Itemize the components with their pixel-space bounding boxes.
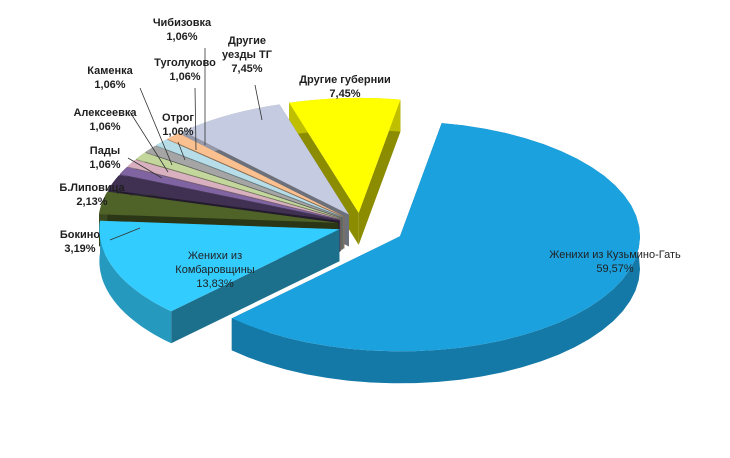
slice-label: Другие уезды ТГ 7,45%	[212, 34, 282, 76]
slice	[136, 152, 342, 219]
slice-name: Чибизовка	[152, 17, 212, 29]
slice	[108, 175, 340, 221]
slice	[119, 167, 341, 220]
slice-name: Бокино	[59, 229, 101, 241]
slice-value: 7,45%	[231, 63, 263, 75]
slice-label: Каменка 1,06%	[80, 64, 140, 92]
slice-label: Чибизовка 1,06%	[147, 16, 217, 44]
slice-name: Туголуково	[154, 57, 216, 69]
slice-value: 1,06%	[166, 31, 198, 43]
slice-label: Женихи из Комбаровщины 13,83%	[160, 249, 270, 291]
slice-value: 3,19%	[64, 243, 96, 255]
slice-value: 1,06%	[94, 79, 126, 91]
slice-value: 1,06%	[89, 121, 121, 133]
slice-name: Пады	[89, 145, 121, 157]
slice-name: Алексеевка	[73, 107, 137, 119]
slice-name: Другие уезды ТГ	[222, 35, 272, 61]
slice-value: 1,06%	[169, 71, 201, 83]
slice-side	[99, 220, 172, 344]
slice-value: 59,57%	[596, 263, 634, 275]
slice-label: Бокино 3,19%	[50, 228, 110, 256]
slice-side	[358, 99, 401, 245]
slice-side	[231, 123, 641, 384]
slice-value: 1,06%	[162, 126, 194, 138]
slice-name: Женихи из Кузьмино-Гать	[549, 249, 681, 261]
slice-label: Другие губернии 7,45%	[290, 73, 400, 101]
leader-line	[129, 111, 169, 173]
slice	[127, 159, 341, 220]
slice-name: Другие губернии	[299, 74, 391, 86]
leader-line	[139, 87, 173, 166]
slice	[156, 139, 344, 218]
slice-name: Отрог	[162, 112, 194, 124]
slice	[99, 220, 340, 312]
slice-value: 13,83%	[196, 278, 234, 290]
slice	[99, 191, 339, 223]
leader-line	[254, 84, 263, 121]
slice-label: Алексеевка 1,06%	[65, 106, 145, 134]
slice-label: Отрог 1,06%	[148, 111, 208, 139]
slice-label: Женихи из Кузьмино-Гать 59,57%	[540, 248, 690, 276]
slice-value: 1,06%	[89, 159, 121, 171]
leader-line	[177, 141, 186, 161]
leader-line	[127, 157, 163, 179]
slice	[289, 97, 401, 213]
slice	[231, 123, 641, 352]
slice-value: 7,45%	[329, 88, 361, 100]
slice	[183, 104, 349, 215]
slice-name: Женихи из Комбаровщины	[175, 250, 255, 276]
slice-name: Б.Липовица	[59, 182, 125, 194]
slice	[167, 133, 345, 217]
slice-value: 2,13%	[76, 196, 108, 208]
slice-name: Каменка	[87, 65, 133, 77]
slice-label: Пады 1,06%	[75, 144, 135, 172]
slice	[145, 145, 343, 218]
leader-line	[194, 87, 197, 151]
slice-label: Б.Липовица 2,13%	[52, 181, 132, 209]
leader-line	[109, 227, 141, 241]
slice-label: Туголуково 1,06%	[150, 56, 220, 84]
